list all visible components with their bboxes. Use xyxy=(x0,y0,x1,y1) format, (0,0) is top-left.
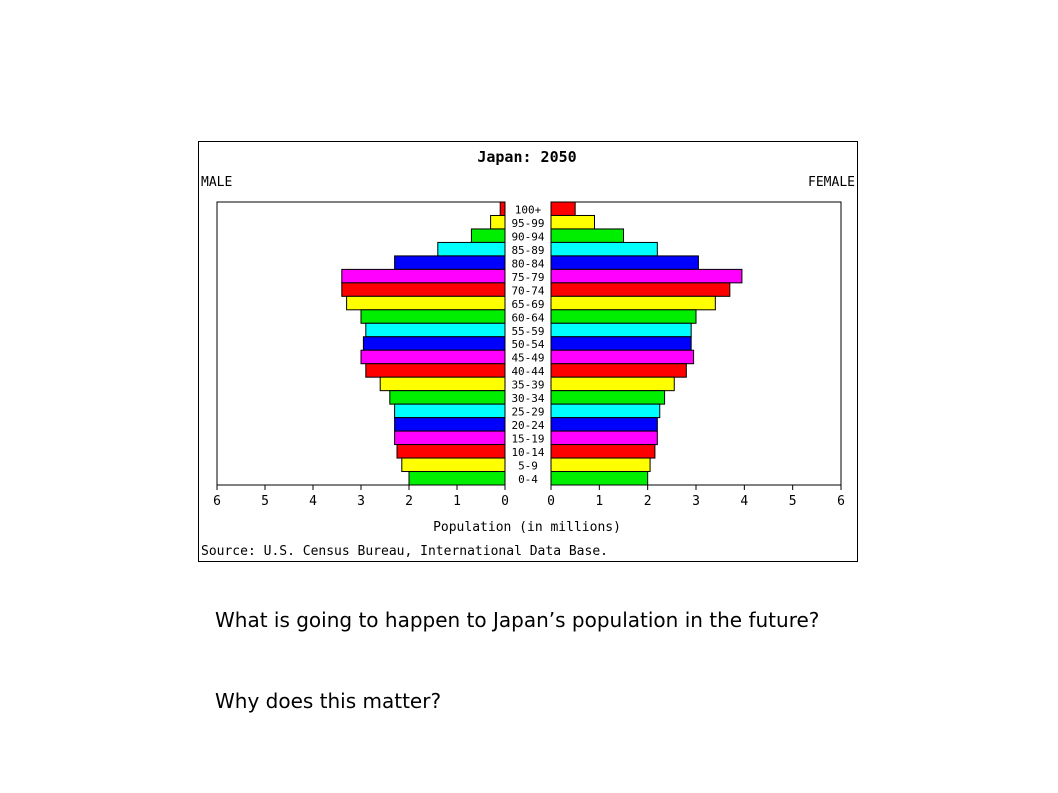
female-bar-15-19 xyxy=(550,430,658,446)
female-bar-20-24 xyxy=(550,417,658,432)
female-bar-90-94 xyxy=(550,228,624,243)
source-note: Source: U.S. Census Bureau, Internationa… xyxy=(201,544,608,559)
age-label-45-49: 45-49 xyxy=(511,352,544,365)
male-bar-0-4 xyxy=(408,471,506,486)
age-label-95-99: 95-99 xyxy=(511,217,544,230)
male-bar-85-89 xyxy=(437,241,506,257)
female-bar-65-69 xyxy=(550,295,716,311)
male-bar-10-14 xyxy=(396,444,506,459)
female-bar-10-14 xyxy=(550,444,656,459)
male-bar-65-69 xyxy=(346,295,506,311)
male-bar-100+ xyxy=(499,201,506,216)
female-label: FEMALE xyxy=(808,175,855,190)
age-label-75-79: 75-79 xyxy=(511,271,544,284)
female-tick-label-4: 4 xyxy=(740,494,748,509)
age-label-55-59: 55-59 xyxy=(511,325,544,338)
female-bar-70-74 xyxy=(550,282,731,297)
male-bar-70-74 xyxy=(341,282,506,297)
age-label-85-89: 85-89 xyxy=(511,244,544,257)
x-axes: 0 0 1 1 2 2 3 3 4 4 5 5 6 6 xyxy=(213,484,845,509)
age-label-60-64: 60-64 xyxy=(511,311,544,324)
age-label-10-14: 10-14 xyxy=(511,446,544,459)
age-label-40-44: 40-44 xyxy=(511,365,544,378)
male-bar-60-64 xyxy=(360,309,506,324)
male-bar-45-49 xyxy=(360,349,506,365)
age-group-labels: 100+95-9990-9485-8980-8475-7970-7465-696… xyxy=(511,203,544,486)
age-label-90-94: 90-94 xyxy=(511,230,544,243)
male-bar-50-54 xyxy=(362,336,506,351)
male-bar-15-19 xyxy=(394,430,506,446)
question-future-population: What is going to happen to Japan’s popul… xyxy=(215,608,820,632)
male-tick-label-1: 1 xyxy=(453,494,461,509)
male-tick-label-0: 0 xyxy=(501,494,509,509)
age-label-80-84: 80-84 xyxy=(511,257,544,270)
age-label-30-34: 30-34 xyxy=(511,392,544,405)
female-bar-50-54 xyxy=(550,336,692,351)
male-bar-25-29 xyxy=(394,403,506,419)
male-bar-40-44 xyxy=(365,363,506,378)
female-tick-label-6: 6 xyxy=(837,494,845,509)
female-bar-95-99 xyxy=(550,214,595,230)
age-label-15-19: 15-19 xyxy=(511,433,544,446)
male-bar-95-99 xyxy=(490,214,506,230)
female-tick-label-1: 1 xyxy=(595,494,603,509)
male-tick-label-3: 3 xyxy=(357,494,365,509)
age-label-20-24: 20-24 xyxy=(511,419,544,432)
female-tick-label-2: 2 xyxy=(644,494,652,509)
male-bars xyxy=(341,201,506,486)
male-label: MALE xyxy=(201,175,232,190)
female-tick-label-0: 0 xyxy=(547,494,555,509)
age-label-70-74: 70-74 xyxy=(511,284,544,297)
female-tick-label-5: 5 xyxy=(789,494,797,509)
chart-title: Japan: 2050 xyxy=(477,148,576,166)
x-axis-label: Population (in millions) xyxy=(433,520,621,535)
male-bar-55-59 xyxy=(365,322,506,338)
male-bar-20-24 xyxy=(394,417,506,432)
age-label-0-4: 0-4 xyxy=(518,473,538,486)
age-label-50-54: 50-54 xyxy=(511,338,544,351)
female-bar-25-29 xyxy=(550,403,661,419)
female-bar-80-84 xyxy=(550,255,699,270)
female-bar-5-9 xyxy=(550,457,651,473)
female-bar-45-49 xyxy=(550,349,695,365)
female-tick-label-3: 3 xyxy=(692,494,700,509)
age-label-5-9: 5-9 xyxy=(518,460,538,473)
male-bar-90-94 xyxy=(470,228,506,243)
female-bars xyxy=(550,201,743,486)
female-bar-60-64 xyxy=(550,309,697,324)
female-bar-75-79 xyxy=(550,268,743,284)
female-bar-85-89 xyxy=(550,241,658,257)
male-bar-80-84 xyxy=(394,255,506,270)
male-bar-5-9 xyxy=(401,457,506,473)
population-pyramid-chart: Japan: 2050 MALE FEMALE 100+ 95-99 90-94 85… xyxy=(198,141,858,562)
female-bar-0-4 xyxy=(550,471,649,486)
age-label-35-39: 35-39 xyxy=(511,379,544,392)
male-bar-35-39 xyxy=(379,376,506,392)
male-tick-label-4: 4 xyxy=(309,494,317,509)
age-label-100+: 100+ xyxy=(515,203,542,216)
female-bar-55-59 xyxy=(550,322,692,338)
male-tick-label-5: 5 xyxy=(261,494,269,509)
male-tick-label-2: 2 xyxy=(405,494,413,509)
age-label-25-29: 25-29 xyxy=(511,406,544,419)
male-bar-30-34 xyxy=(389,390,506,405)
question-why-matters: Why does this matter? xyxy=(215,689,442,713)
female-bar-30-34 xyxy=(550,390,666,405)
male-bar-75-79 xyxy=(341,268,506,284)
male-tick-label-6: 6 xyxy=(213,494,221,509)
chart-svg: Japan: 2050 MALE FEMALE 100+95-9990-9485… xyxy=(201,148,855,559)
female-bar-40-44 xyxy=(550,363,687,378)
female-bar-100+ xyxy=(550,201,576,216)
age-label-65-69: 65-69 xyxy=(511,298,544,311)
female-bar-35-39 xyxy=(550,376,675,392)
